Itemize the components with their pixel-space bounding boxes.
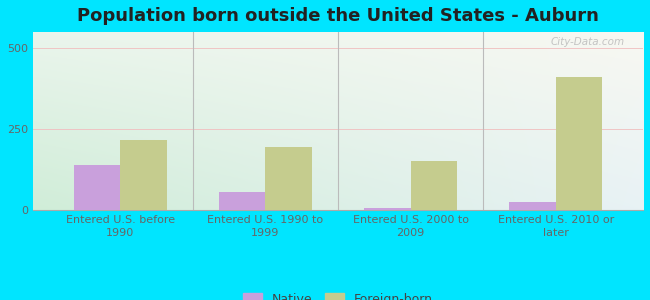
Bar bbox=[510, 202, 556, 210]
Bar bbox=[556, 77, 603, 210]
Legend: Native, Foreign-born: Native, Foreign-born bbox=[238, 287, 438, 300]
Bar bbox=[73, 165, 120, 210]
Title: Population born outside the United States - Auburn: Population born outside the United State… bbox=[77, 7, 599, 25]
Bar bbox=[219, 192, 265, 210]
Bar bbox=[120, 140, 166, 210]
Bar bbox=[364, 208, 411, 210]
Bar bbox=[411, 161, 457, 210]
Bar bbox=[265, 147, 312, 210]
Text: City-Data.com: City-Data.com bbox=[551, 38, 625, 47]
